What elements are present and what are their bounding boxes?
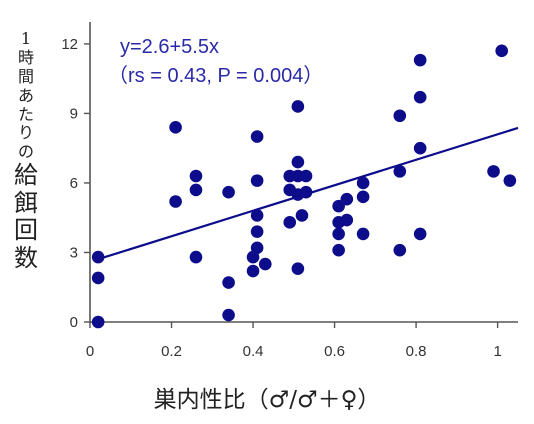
y-axis-label-char: 1 [20,29,32,48]
data-points [91,44,517,329]
y-tick-label: 0 [70,314,78,331]
y-tick-label: 12 [61,36,78,53]
data-point [299,169,313,183]
data-point [291,100,305,113]
data-point [356,190,370,204]
y-axis-label-char: あ [17,85,34,105]
data-point [356,227,370,241]
data-point [340,192,354,206]
data-point [189,183,203,197]
x-tick-label: 0.4 [243,343,264,360]
data-point [246,264,260,278]
data-point [495,44,508,58]
y-axis-label-char: 数 [14,243,38,272]
data-point [250,209,264,222]
data-point [503,174,517,187]
data-point [91,271,105,285]
data-point [356,176,370,190]
x-tick-label: 1 [493,343,501,360]
data-point [250,241,264,255]
data-point [91,315,105,329]
y-axis-label-char: 間 [17,66,34,86]
data-point [340,213,354,227]
data-point [413,90,427,104]
y-axis-label-char: 回 [14,216,38,245]
x-tick-label: 0.8 [406,343,427,360]
tick-layer: 0 3 6 9 12 0 0.2 0.4 0.6 0.8 1 [61,22,518,360]
data-point [169,121,182,134]
data-point [250,130,264,143]
data-point [222,185,235,199]
data-point [393,243,407,257]
data-point [250,225,264,238]
data-point [291,262,305,275]
data-point [413,53,427,67]
data-point [189,250,203,264]
y-axis-label-char: 餌 [14,188,38,217]
x-tick-label: 0.2 [161,343,182,360]
data-point [189,169,203,183]
data-point [291,155,305,169]
data-point [413,141,427,155]
data-point [393,109,407,123]
data-point [332,243,345,257]
data-point [258,257,272,271]
data-point [283,216,297,229]
x-axis-label: 巣内性比（♂/♂＋♀） [153,387,381,413]
y-tick-label: 3 [70,244,78,261]
y-axis-label-char: た [17,104,34,124]
data-point [393,165,407,178]
x-tick-label: 0 [86,343,94,360]
data-point [222,276,235,289]
data-point [487,165,500,178]
data-point [413,227,427,241]
y-tick-label: 9 [70,105,78,122]
regression-equation: y=2.6+5.5x [120,36,219,58]
y-axis-label-char: 時 [17,47,34,67]
data-point [169,195,182,208]
data-point [332,227,345,241]
y-axis-label-char: り [17,123,34,143]
y-axis-label-char: の [17,142,34,162]
y-tick-label: 6 [70,175,78,192]
y-axis-label-char: 給 [14,161,38,190]
data-point [222,308,235,322]
data-point [250,174,264,187]
data-point [91,250,105,264]
data-point [299,185,313,199]
x-tick-label: 0.6 [324,343,345,360]
data-point [295,209,309,222]
correlation-stats: （rs = 0.43, P = 0.004） [108,64,323,87]
